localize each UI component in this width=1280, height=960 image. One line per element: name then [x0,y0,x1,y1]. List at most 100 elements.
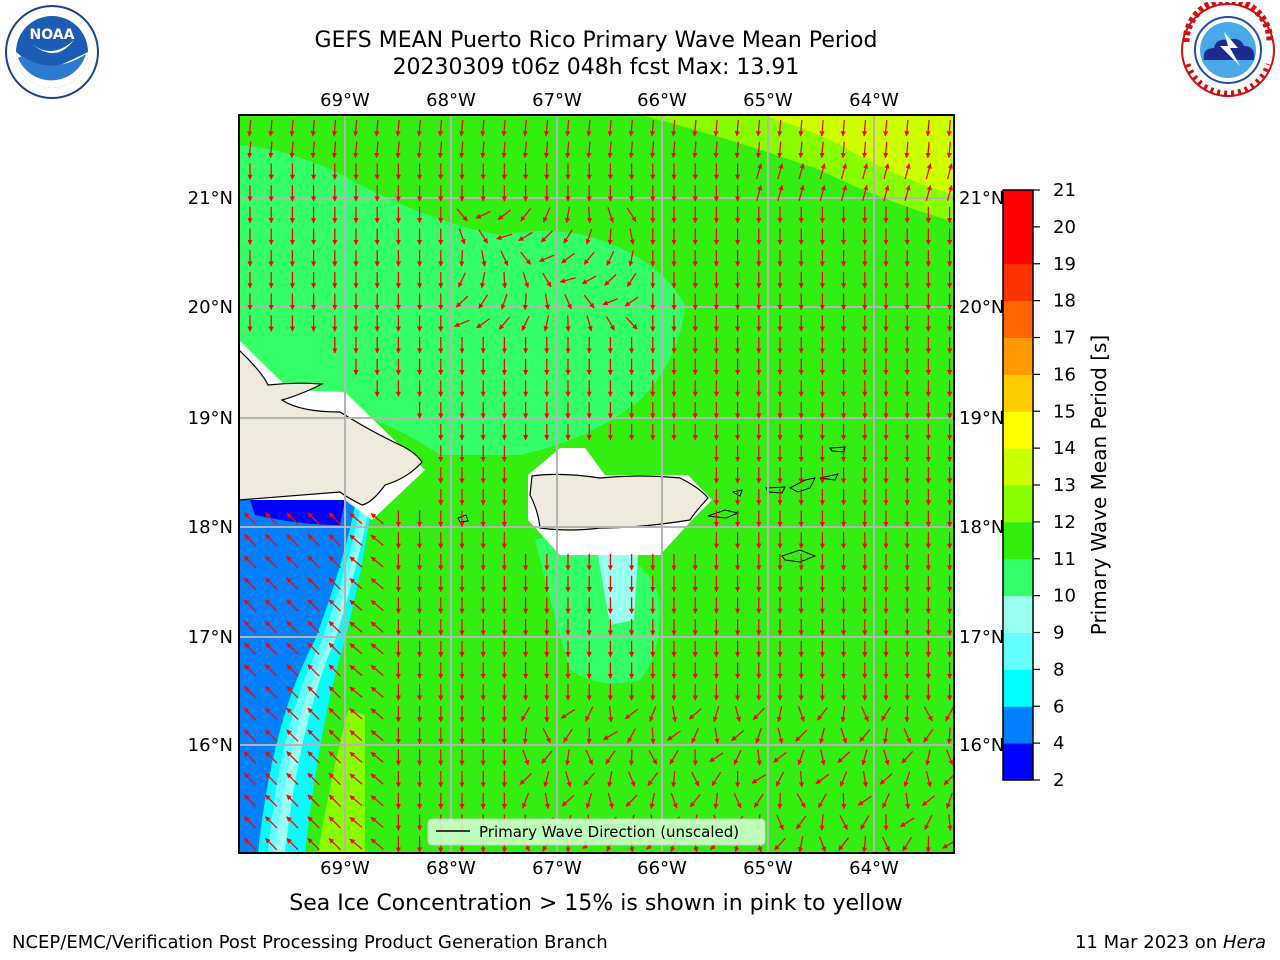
wave-direction-arrow [286,620,299,634]
wave-direction-arrow [328,534,341,547]
colorbar-block [1003,411,1033,449]
wave-direction-arrow [328,837,341,851]
wave-direction-arrow [946,749,954,766]
wave-direction-arrow [839,771,848,787]
wave-direction-arrow [713,141,719,159]
colorbar-tick-label: 6 [1053,696,1064,717]
wave-direction-arrow [817,793,827,809]
wave-direction-arrow [756,163,763,180]
colorbar-block [1003,485,1033,523]
wave-direction-arrow [608,705,614,723]
wave-direction-arrow [628,749,635,766]
wave-direction-arrow [560,709,576,719]
wave-direction-arrow [946,163,953,180]
wave-direction-arrow [243,577,257,590]
wave-direction-arrow [607,770,613,788]
wave-direction-arrow [881,706,891,722]
wave-direction-arrow [795,729,808,742]
wave-direction-arrow [498,316,511,330]
wave-direction-arrow [881,836,891,852]
wave-direction-arrow [286,512,299,525]
wave-direction-arrow [882,727,889,745]
wave-direction-arrow [475,210,491,219]
wave-direction-arrow [522,727,528,745]
lon-label-top: 65°W [743,90,793,111]
colorbar-tick-label: 8 [1053,659,1064,680]
wave-direction-arrow [328,707,341,721]
wave-direction-arrow [459,141,465,159]
wave-direction-arrow [565,119,571,137]
wave-direction-arrow [265,751,278,764]
wave-direction-arrow [522,119,528,137]
colorbar-tick-label: 13 [1053,475,1076,496]
wave-direction-arrow [455,295,469,308]
colorbar-block [1003,632,1033,670]
wave-direction-arrow [796,793,806,809]
wave-direction-arrow [243,599,257,612]
wave-direction-arrow [585,706,594,722]
wave-direction-arrow [670,792,678,809]
wave-direction-arrow [328,794,341,807]
wave-direction-arrow [243,794,257,807]
wave-direction-arrow [862,770,868,788]
wave-direction-arrow [564,206,571,224]
map-gridlines [239,115,954,853]
wave-direction-arrow [713,119,719,137]
wave-direction-arrow [561,252,575,264]
colorbar-block [1003,669,1033,707]
lat-label-left: 19°N [188,408,233,429]
wave-direction-arrow [416,119,422,137]
wave-direction-arrow [349,708,363,720]
wave-direction-arrow [921,795,936,807]
wave-direction-arrow [520,251,532,265]
wave-direction-arrow [820,749,826,766]
wave-direction-arrow [883,141,889,159]
wave-direction-arrow [265,512,278,525]
wave-direction-arrow [925,771,932,788]
wave-direction-arrow [563,229,573,244]
wave-direction-arrow [370,773,384,785]
wave-direction-arrow [712,706,720,723]
wave-direction-arrow [538,254,555,262]
map-frame [238,114,955,854]
wave-direction-arrow [268,119,274,137]
lon-label-bottom: 64°W [849,858,899,879]
colorbar-block [1003,337,1033,375]
wave-direction-arrow [243,751,257,764]
wave-direction-arrow [328,664,341,677]
wave-direction-arrow [349,643,363,655]
wave-direction-arrow [307,512,320,525]
wave-direction-arrow [755,119,762,137]
colorbar-tick-label: 4 [1053,733,1064,754]
colorbar-block [1003,300,1033,338]
lat-label-left: 20°N [188,297,233,318]
wave-direction-arrow [370,643,384,655]
wave-direction-arrow [331,119,338,137]
colorbar-tick-label: 14 [1053,438,1076,459]
wave-direction-arrow [627,728,636,744]
wave-direction-arrow [522,749,530,766]
wave-direction-arrow [819,163,826,180]
lon-label-bottom: 66°W [637,858,687,879]
wave-direction-arrow [925,141,931,159]
wave-direction-arrow [564,294,572,310]
wave-direction-arrow [501,271,508,289]
lon-label-top: 67°W [532,90,582,111]
wave-direction-arrow [243,707,257,721]
wave-direction-arrow [649,141,656,159]
wave-direction-arrow [840,141,846,159]
wave-direction-arrow [286,837,299,851]
noaa-logo-text: NOAA [30,27,75,43]
wave-direction-arrow [328,512,341,525]
wave-direction-arrow [691,771,700,787]
wave-direction-arrow [624,296,639,307]
wave-direction-arrow [773,751,787,763]
chart-subtitle: 20230309 t06z 048h fcst Max: 13.91 [392,55,800,80]
wave-direction-arrow [542,272,552,288]
wave-direction-arrow [328,599,341,612]
wave-direction-arrow [243,686,257,699]
wave-direction-arrow [671,119,677,137]
wave-direction-arrow [904,163,911,180]
colorbar-block [1003,448,1033,486]
wave-direction-arrow [243,555,257,569]
